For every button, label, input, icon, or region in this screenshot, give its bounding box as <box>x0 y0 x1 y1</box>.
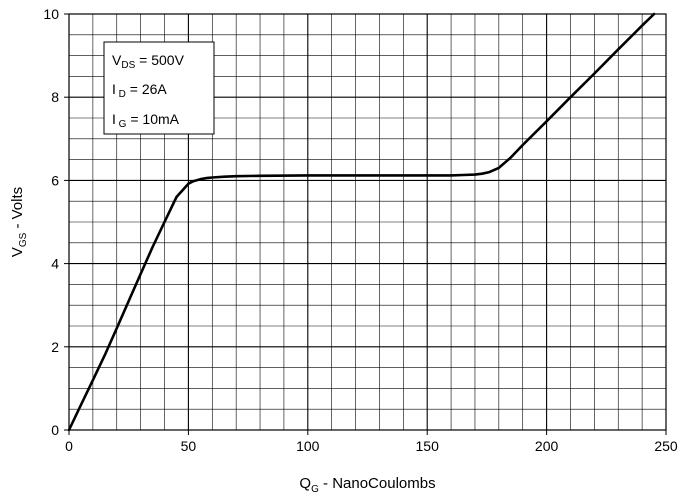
plot-frame <box>68 13 667 431</box>
x-axis-title-main: Q <box>299 475 311 492</box>
y-tick-label: 4 <box>51 256 59 272</box>
minor-grid <box>69 14 666 430</box>
y-axis-title-main: V <box>9 247 26 257</box>
x-tick-label: 50 <box>181 438 197 454</box>
y-tick-label: 2 <box>51 339 59 355</box>
series-layer <box>67 12 656 432</box>
x-axis-title-rest: - NanoCoulombs <box>319 475 436 492</box>
series-line-0 <box>67 12 656 432</box>
x-axis-title-sub: G <box>311 484 319 495</box>
y-tick-label: 6 <box>51 172 59 188</box>
y-axis-title: VGS - Volts <box>9 187 29 257</box>
annotation-line-vds: VDS = 500V <box>112 52 185 71</box>
y-tick-label: 0 <box>51 422 59 438</box>
tick-marks <box>64 13 667 435</box>
annotation-line-ig: I G = 10mA <box>112 111 180 130</box>
x-axis-title: QG - NanoCoulombs <box>299 475 435 495</box>
x-tick-label: 150 <box>416 438 440 454</box>
tick-labels: 0 50 100 150 200 250 0 2 4 6 8 10 <box>43 6 677 454</box>
annotation-line-id: I D = 26A <box>112 81 167 100</box>
x-tick-label: 0 <box>65 438 73 454</box>
x-tick-label: 100 <box>296 438 320 454</box>
y-axis-title-sub: GS <box>18 232 29 247</box>
y-tick-label: 8 <box>51 89 59 105</box>
x-tick-label: 250 <box>654 438 678 454</box>
conditions-annotation: VDS = 500V I D = 26A I G = 10mA <box>103 41 215 135</box>
x-tick-label: 200 <box>535 438 559 454</box>
annotation-box <box>103 41 215 135</box>
y-axis-title-rest: - Volts <box>9 187 26 233</box>
y-tick-label: 10 <box>43 6 59 22</box>
